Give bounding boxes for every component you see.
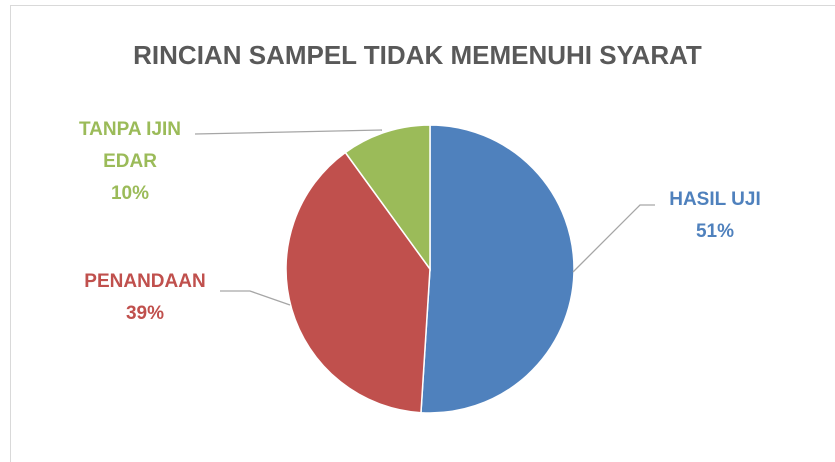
category-label: TANPA IJIN EDAR	[78, 119, 182, 172]
value-label: 10%	[110, 183, 150, 204]
data-label: PENANDAAN 39%	[60, 266, 230, 330]
data-label: HASIL UJI 51%	[655, 184, 775, 248]
pie-slice	[344, 124, 431, 272]
value-label: 39%	[125, 303, 165, 324]
category-label: HASIL UJI	[669, 189, 761, 210]
value-label: 51%	[695, 221, 735, 242]
pie-slice	[420, 124, 575, 414]
chart-title: RINCIAN SAMPEL TIDAK MEMENUHI SYARAT	[133, 40, 702, 70]
leader-line	[194, 129, 383, 135]
leader-line	[572, 204, 655, 273]
leader-line	[220, 290, 291, 306]
category-label: PENANDAAN	[84, 271, 206, 292]
pie-slice	[285, 151, 431, 414]
chart-border	[10, 5, 835, 462]
data-label: TANPA IJIN EDAR 10%	[60, 114, 200, 210]
